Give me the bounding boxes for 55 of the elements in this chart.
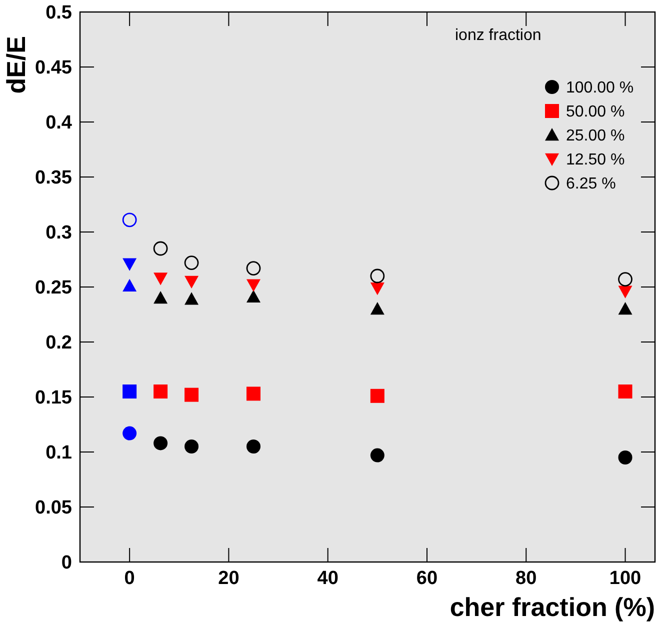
x-tick-label: 40 [317, 568, 338, 589]
y-tick-label: 0 [61, 552, 72, 574]
point [154, 291, 168, 304]
point [246, 279, 260, 292]
point [370, 268, 385, 284]
y-tick-label: 0.25 [35, 278, 72, 299]
legend-title: ionz fraction [455, 27, 542, 44]
x-tick-label: 80 [516, 568, 537, 589]
x-tick-label: 20 [218, 568, 240, 589]
y-tick-label: 0.3 [46, 222, 72, 244]
y-tick-label: 0.2 [46, 332, 72, 354]
point [184, 256, 199, 270]
point [370, 388, 384, 403]
point [184, 440, 199, 454]
point [618, 272, 632, 286]
point [122, 278, 137, 292]
point [122, 258, 137, 271]
point [246, 261, 261, 276]
point [122, 384, 137, 398]
point [184, 292, 199, 305]
point [122, 426, 137, 440]
y-axis-title: dE/E [0, 36, 31, 94]
point [184, 388, 199, 402]
y-tick-label: 0.1 [46, 442, 72, 464]
point [122, 212, 137, 228]
point [246, 386, 260, 401]
point [370, 302, 384, 315]
legend-label: 12.50 % [566, 152, 625, 169]
point [153, 241, 168, 256]
point [618, 450, 632, 464]
point [618, 384, 632, 398]
legend-label: 25.00 % [566, 128, 625, 145]
x-tick-label: 0 [124, 568, 135, 589]
x-axis-title: cher fraction (%) [450, 592, 655, 622]
y-tick-label: 0.05 [35, 498, 72, 519]
point [246, 290, 260, 302]
legend-label: 6.25 % [566, 176, 616, 193]
point [618, 286, 632, 298]
y-tick-label: 0.45 [35, 58, 72, 79]
y-tick-label: 0.4 [46, 112, 72, 134]
y-tick-label: 0.5 [46, 2, 72, 24]
point [154, 384, 168, 398]
x-tick-label: 60 [416, 568, 438, 589]
point [370, 448, 384, 462]
y-tick-label: 0.35 [35, 168, 72, 189]
legend-label: 50.00 % [566, 104, 625, 121]
point [246, 440, 260, 454]
point [618, 302, 632, 315]
legend-label: 100.00 % [566, 80, 634, 97]
point [154, 436, 168, 450]
y-tick-label: 0.15 [35, 388, 72, 409]
point [370, 282, 384, 296]
point [184, 276, 199, 288]
x-tick-label: 100 [609, 568, 642, 589]
point [154, 272, 168, 286]
